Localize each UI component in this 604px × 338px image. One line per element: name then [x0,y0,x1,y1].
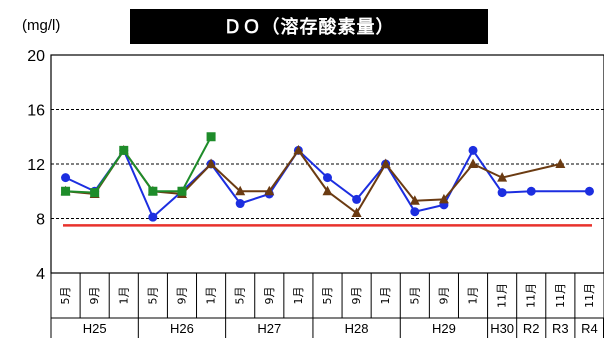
series-0-point-14 [468,145,478,155]
chart-title: ＤＯ（溶存酸素量） [224,16,395,38]
year-label-H30: H30 [490,321,514,336]
series-1-point-17 [555,158,566,168]
series-1-point-11 [380,158,391,168]
series-2-point-1 [90,188,100,198]
series-1-point-6 [235,185,246,196]
x-tick-label-14: 1月 [467,287,480,305]
y-tick-label-20: 20 [27,48,45,65]
x-tick-label-10: 9月 [350,287,363,305]
x-tick-label-11: 1月 [379,287,392,305]
x-tick-label-4: 9月 [175,287,188,305]
x-tick-label-16: 11月 [525,283,538,308]
year-label-H27: H27 [257,321,281,336]
series-0-point-12 [410,207,420,217]
series-0-point-16 [526,186,536,196]
year-label-H26: H26 [170,321,194,336]
year-label-H25: H25 [83,321,107,336]
series-1-point-15 [497,172,508,182]
y-axis-unit: (mg/l) [22,17,60,34]
series-2-point-0 [61,186,71,196]
x-tick-label-5: 1月 [205,287,218,305]
series-1-point-10 [351,207,362,218]
x-tick-label-12: 5月 [408,287,421,305]
x-tick-label-17: 11月 [554,283,567,308]
year-label-R4: R4 [581,321,598,336]
series-1-point-12 [409,195,420,205]
series-2-point-2 [119,145,129,155]
series-2-line [65,136,212,194]
x-tick-label-13: 9月 [437,287,450,305]
series-0-point-0 [61,173,71,183]
series-2-point-3 [148,186,158,196]
series-1-point-7 [264,185,275,196]
series-1-point-8 [293,144,304,155]
series-2-point-5 [206,132,216,142]
series-0-point-3 [148,212,158,222]
y-tick-label-4: 4 [36,266,45,283]
year-label-R3: R3 [552,321,569,336]
y-tick-label-12: 12 [27,157,45,174]
series-0-point-18 [584,186,594,196]
y-tick-label-16: 16 [27,103,45,120]
series-1-point-14 [468,158,479,168]
series-1-point-13 [438,193,449,204]
plot-frame [50,54,604,274]
x-tick-label-15: 11月 [496,283,509,308]
series-0-point-9 [323,173,332,183]
x-tick-label-7: 9月 [263,287,276,305]
series-1-point-5 [206,158,217,168]
x-tick-label-3: 5月 [146,287,159,305]
x-tick-label-1: 9月 [88,287,101,305]
series-0-line [65,148,590,219]
year-label-H29: H29 [432,321,456,336]
x-tick-label-2: 1月 [117,287,130,305]
x-tick-label-6: 5月 [234,287,247,305]
series-1-point-9 [322,185,333,196]
x-tick-label-8: 1月 [292,287,305,305]
title-box [130,9,488,44]
series-2-point-4 [177,186,187,196]
x-tick-label-0: 5月 [59,287,72,305]
x-tick-label-9: 5月 [321,287,334,305]
series-0-point-6 [235,199,245,209]
series-0-point-15 [497,188,507,198]
series-0-point-10 [352,194,362,204]
x-tick-label-18: 11月 [583,283,596,308]
y-tick-label-8: 8 [36,212,45,229]
year-label-H28: H28 [345,321,369,336]
series-1-line [65,148,561,215]
year-label-R2: R2 [523,321,540,336]
plot-area: 4 8 12 16 20 5月 9月 1月 5月 9月 1月 5月 9月 1月 5月 9月 1月 5月 9月 1月 11… [27,48,604,338]
